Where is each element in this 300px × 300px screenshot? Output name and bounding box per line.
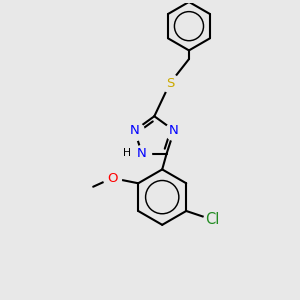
Text: O: O	[107, 172, 118, 184]
Text: N: N	[137, 147, 147, 160]
Text: Cl: Cl	[205, 212, 219, 227]
Text: N: N	[169, 124, 179, 137]
Text: H: H	[123, 148, 131, 158]
Text: S: S	[166, 77, 174, 90]
Text: N: N	[130, 124, 140, 137]
